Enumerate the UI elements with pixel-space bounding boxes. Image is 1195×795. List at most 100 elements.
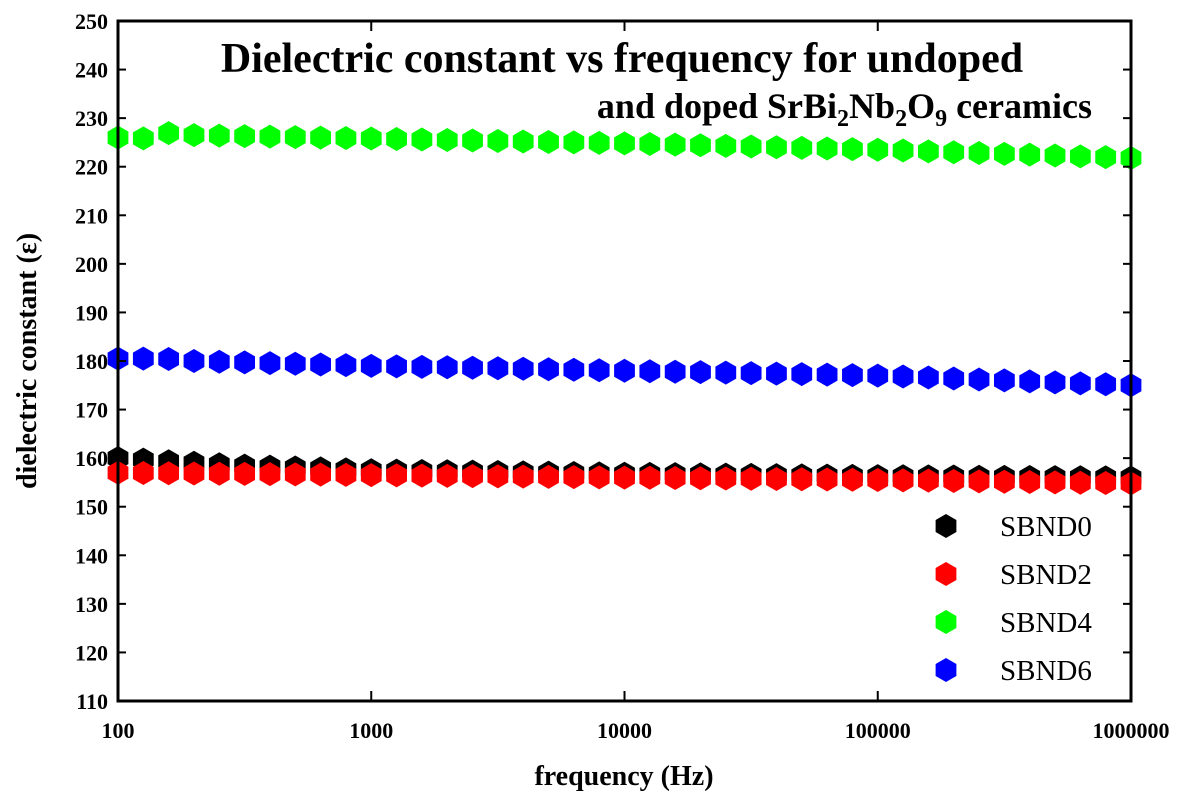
data-point bbox=[1019, 369, 1041, 394]
y-tick-label: 150 bbox=[75, 495, 108, 520]
data-point bbox=[614, 465, 635, 490]
data-point bbox=[132, 460, 154, 485]
data-point bbox=[259, 124, 281, 149]
data-point bbox=[259, 462, 281, 487]
data-point bbox=[132, 346, 154, 371]
data-point bbox=[1019, 470, 1041, 495]
data-point bbox=[411, 354, 433, 379]
x-axis: 100 1000 10000 100000 1000000 bbox=[102, 21, 1170, 743]
data-point bbox=[462, 355, 483, 380]
data-point bbox=[968, 469, 990, 494]
legend: SBND0 SBND2 SBND4 SBND6 bbox=[935, 511, 1092, 687]
data-point bbox=[918, 139, 939, 164]
data-point bbox=[259, 351, 281, 376]
data-point bbox=[563, 357, 585, 382]
data-point bbox=[690, 133, 711, 158]
data-point bbox=[234, 350, 256, 375]
data-point bbox=[386, 354, 407, 379]
title-sub-1: 2 bbox=[837, 106, 849, 132]
data-marks bbox=[107, 121, 1142, 496]
y-tick-label: 180 bbox=[75, 349, 108, 374]
data-point bbox=[740, 361, 762, 386]
data-point bbox=[335, 353, 357, 378]
data-point bbox=[918, 468, 939, 493]
data-point bbox=[1069, 144, 1091, 169]
data-point bbox=[1069, 371, 1091, 396]
data-point bbox=[892, 364, 914, 389]
data-point bbox=[740, 466, 762, 491]
data-point bbox=[335, 126, 357, 151]
data-point bbox=[386, 463, 407, 488]
data-point bbox=[462, 128, 483, 153]
data-point bbox=[512, 129, 534, 154]
x-tick-label: 100000 bbox=[845, 718, 911, 743]
data-point bbox=[690, 466, 711, 491]
data-point bbox=[183, 348, 205, 373]
title-sub-3: 9 bbox=[935, 106, 947, 132]
x-tick-label: 1000000 bbox=[1093, 718, 1170, 743]
data-point bbox=[462, 464, 483, 489]
data-point bbox=[943, 366, 965, 391]
data-point bbox=[740, 134, 762, 159]
title-sub-2: 2 bbox=[895, 106, 907, 132]
data-point bbox=[436, 355, 458, 380]
y-tick-label: 140 bbox=[75, 543, 108, 568]
series-SBND4 bbox=[107, 121, 1142, 170]
title-part-nb: Nb bbox=[849, 86, 895, 126]
data-point bbox=[360, 463, 382, 488]
y-tick-label: 240 bbox=[75, 58, 108, 83]
data-point bbox=[512, 356, 534, 381]
data-point bbox=[335, 462, 357, 487]
data-point bbox=[993, 469, 1015, 494]
data-point bbox=[1095, 372, 1117, 397]
data-point bbox=[766, 467, 787, 492]
data-point bbox=[766, 361, 787, 386]
data-point bbox=[208, 349, 230, 374]
data-point bbox=[1069, 470, 1091, 495]
data-point bbox=[943, 140, 965, 165]
data-point bbox=[411, 127, 433, 152]
data-point bbox=[538, 464, 559, 489]
data-point bbox=[791, 135, 813, 160]
data-point bbox=[158, 121, 180, 146]
legend-marker bbox=[935, 514, 957, 538]
data-point bbox=[690, 360, 711, 385]
data-point bbox=[816, 136, 838, 161]
data-point bbox=[132, 126, 154, 151]
data-point bbox=[360, 126, 382, 151]
data-point bbox=[1095, 471, 1117, 496]
y-tick-label: 190 bbox=[75, 300, 108, 325]
data-point bbox=[512, 464, 534, 489]
title-part-suffix: ceramics bbox=[947, 86, 1092, 126]
data-point bbox=[284, 351, 306, 376]
data-point bbox=[867, 468, 889, 492]
y-tick-label: 120 bbox=[75, 640, 108, 665]
data-point bbox=[867, 137, 889, 162]
data-point bbox=[158, 347, 180, 372]
y-tick-label: 110 bbox=[76, 689, 108, 714]
data-point bbox=[487, 128, 509, 153]
data-point bbox=[791, 467, 813, 492]
data-point bbox=[1044, 143, 1066, 168]
data-point bbox=[538, 357, 559, 382]
data-point bbox=[664, 466, 686, 491]
data-point bbox=[892, 138, 914, 163]
data-point bbox=[791, 362, 813, 387]
data-point bbox=[411, 463, 433, 488]
legend-marker bbox=[935, 610, 957, 634]
series-SBND2 bbox=[107, 460, 1142, 496]
data-point bbox=[234, 124, 256, 149]
y-tick-label: 250 bbox=[75, 9, 108, 34]
chart-title-line2: and doped SrBi2Nb2O9 ceramics bbox=[597, 86, 1092, 132]
data-point bbox=[968, 141, 990, 166]
data-point bbox=[842, 363, 863, 388]
data-point bbox=[436, 128, 458, 152]
data-point bbox=[867, 363, 889, 388]
y-tick-label: 220 bbox=[75, 155, 108, 180]
title-part-o: O bbox=[907, 86, 935, 126]
series-SBND6 bbox=[107, 346, 1142, 398]
data-point bbox=[639, 465, 661, 490]
x-tick-label: 1000 bbox=[349, 718, 393, 743]
data-point bbox=[183, 123, 205, 148]
